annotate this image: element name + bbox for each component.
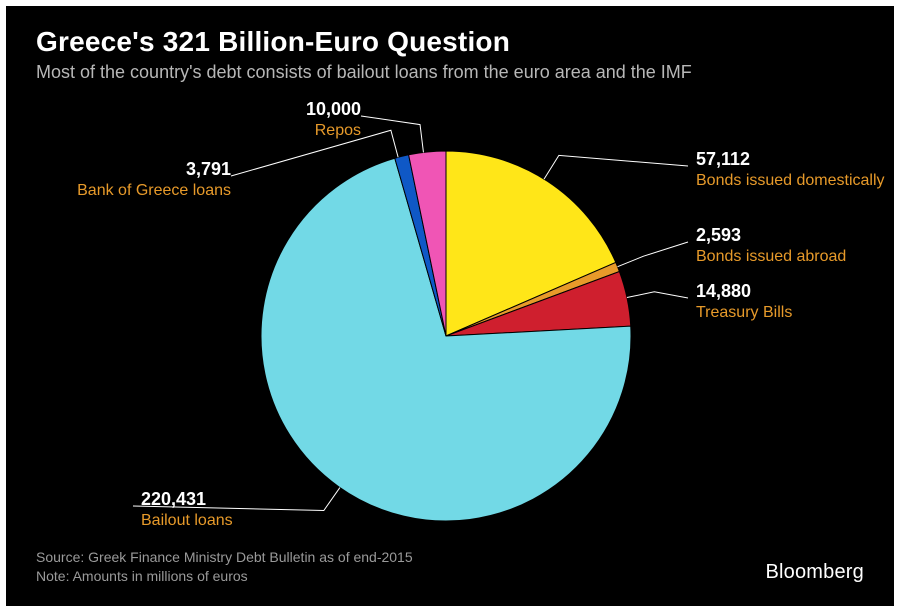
brand-logo: Bloomberg [765, 561, 864, 584]
pie-svg [6, 6, 894, 606]
leader-line [618, 242, 688, 267]
chart-footer: Source: Greek Finance Ministry Debt Bull… [36, 548, 413, 586]
footer-note: Note: Amounts in millions of euros [36, 567, 413, 586]
pie-chart: 57,112Bonds issued domestically2,593Bond… [6, 6, 894, 606]
leader-line [627, 292, 688, 298]
footer-source: Source: Greek Finance Ministry Debt Bull… [36, 548, 413, 567]
leader-line [544, 155, 688, 179]
chart-frame: Greece's 321 Billion-Euro Question Most … [6, 6, 894, 606]
leader-line [133, 488, 340, 511]
